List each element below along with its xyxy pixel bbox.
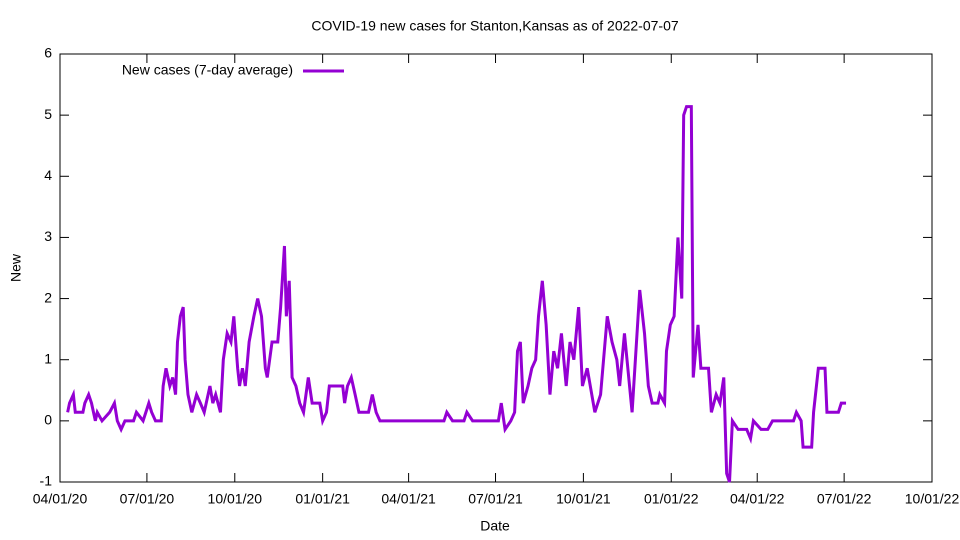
y-tick-label: 6: [44, 45, 52, 61]
x-tick-label: 10/01/22: [905, 491, 960, 507]
chart-title: COVID-19 new cases for Stanton,Kansas as…: [311, 18, 679, 34]
y-tick-label: 3: [44, 228, 52, 244]
y-tick-label: -1: [40, 473, 53, 489]
y-tick-label: 1: [44, 350, 52, 366]
x-tick-label: 07/01/21: [468, 491, 523, 507]
x-tick-label: 10/01/20: [208, 491, 263, 507]
y-tick-label: 0: [44, 412, 52, 428]
x-tick-label: 04/01/20: [33, 491, 88, 507]
x-axis-label: Date: [480, 518, 510, 534]
data-line: [66, 105, 847, 483]
x-tick-label: 07/01/22: [817, 491, 872, 507]
x-tick-label: 10/01/21: [556, 491, 611, 507]
legend-label: New cases (7-day average): [122, 62, 293, 78]
x-tick-label: 04/01/21: [381, 491, 436, 507]
x-tick-label: 01/01/22: [644, 491, 699, 507]
y-tick-label: 2: [44, 289, 52, 305]
x-tick-label: 07/01/20: [120, 491, 175, 507]
y-tick-label: 4: [44, 167, 52, 183]
plot-frame: [59, 53, 933, 483]
y-tick-label: 5: [44, 106, 52, 122]
y-axis-label: New: [8, 253, 24, 282]
x-tick-label: 04/01/22: [730, 491, 785, 507]
x-tick-label: 01/01/21: [295, 491, 350, 507]
